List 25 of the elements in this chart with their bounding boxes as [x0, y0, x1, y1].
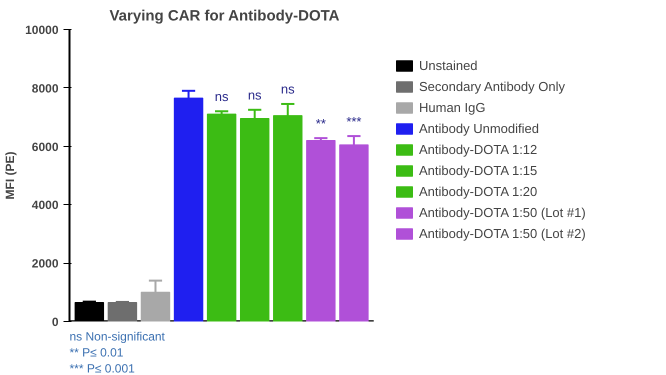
legend-label: Unstained [419, 58, 478, 73]
text: ns Non-significant [70, 330, 166, 344]
data-label: ns [280, 82, 296, 97]
legend-label: Antibody-DOTA 1:15 [419, 163, 538, 178]
legend-label: Antibody Unmodified [419, 121, 539, 136]
legend-label: Antibody-DOTA 1:20 [419, 184, 538, 199]
text: *** P≤ 0.001 [70, 362, 136, 375]
y-tick-label: 10000 [25, 23, 59, 37]
legend-label: Antibody-DOTA 1:50 (Lot #2) [419, 226, 586, 241]
chart-title: Varying CAR for Antibody-DOTA [110, 8, 340, 24]
y-tick-label: 6000 [32, 140, 59, 154]
text: ** P≤ 0.01 [70, 346, 124, 360]
y-tick-label: 8000 [32, 81, 59, 96]
legend-label: Antibody-DOTA 1:50 (Lot #1) [419, 205, 586, 220]
data-label: ns [214, 88, 229, 104]
legend-label: Secondary Antibody Only [419, 79, 565, 94]
y-tick-label: 2000 [32, 256, 59, 271]
y-axis-title: MFI (PE) [3, 151, 18, 200]
legend-label: Human IgG [419, 100, 486, 115]
data-label: *** [346, 114, 362, 129]
y-tick-label: 0 [52, 315, 59, 329]
data-label: ns [248, 88, 262, 102]
y-tick-label: 4000 [32, 198, 59, 212]
legend-label: Antibody-DOTA 1:12 [419, 142, 538, 157]
data-label: ** [316, 116, 326, 131]
